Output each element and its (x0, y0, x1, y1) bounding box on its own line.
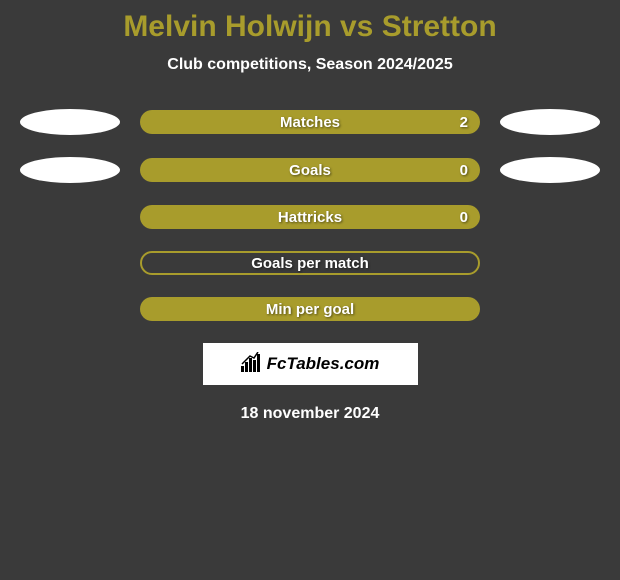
stat-row: Hattricks 0 (0, 205, 620, 229)
comparison-title: Melvin Holwijn vs Stretton (0, 10, 620, 44)
stat-bar: Hattricks 0 (140, 205, 480, 229)
stats-rows-container: Matches 2 Goals 0 Hattricks 0 Goals per match M… (0, 109, 620, 321)
stat-label: Hattricks (278, 209, 342, 226)
stat-value: 0 (460, 162, 468, 179)
logo-text: FcTables.com (267, 354, 380, 374)
stat-label: Min per goal (266, 301, 354, 318)
right-ellipse (500, 157, 600, 183)
stat-row: Goals 0 (0, 157, 620, 183)
stat-label: Goals per match (251, 255, 369, 272)
comparison-container: Melvin Holwijn vs Stretton Club competit… (0, 0, 620, 433)
stat-row: Min per goal (0, 297, 620, 321)
stat-value: 0 (460, 209, 468, 226)
stat-row: Goals per match (0, 251, 620, 275)
fctables-chart-icon (241, 352, 263, 377)
stat-bar: Goals 0 (140, 158, 480, 182)
stat-bar: Goals per match (140, 251, 480, 275)
stat-row: Matches 2 (0, 109, 620, 135)
date-text: 18 november 2024 (0, 405, 620, 423)
left-ellipse (20, 109, 120, 135)
stat-label: Goals (289, 162, 331, 179)
right-ellipse (500, 109, 600, 135)
stat-label: Matches (280, 114, 340, 131)
stat-bar: Matches 2 (140, 110, 480, 134)
left-ellipse (20, 157, 120, 183)
comparison-subtitle: Club competitions, Season 2024/2025 (0, 56, 620, 74)
stat-bar: Min per goal (140, 297, 480, 321)
logo-box: FcTables.com (203, 343, 418, 385)
stat-value: 2 (460, 114, 468, 131)
